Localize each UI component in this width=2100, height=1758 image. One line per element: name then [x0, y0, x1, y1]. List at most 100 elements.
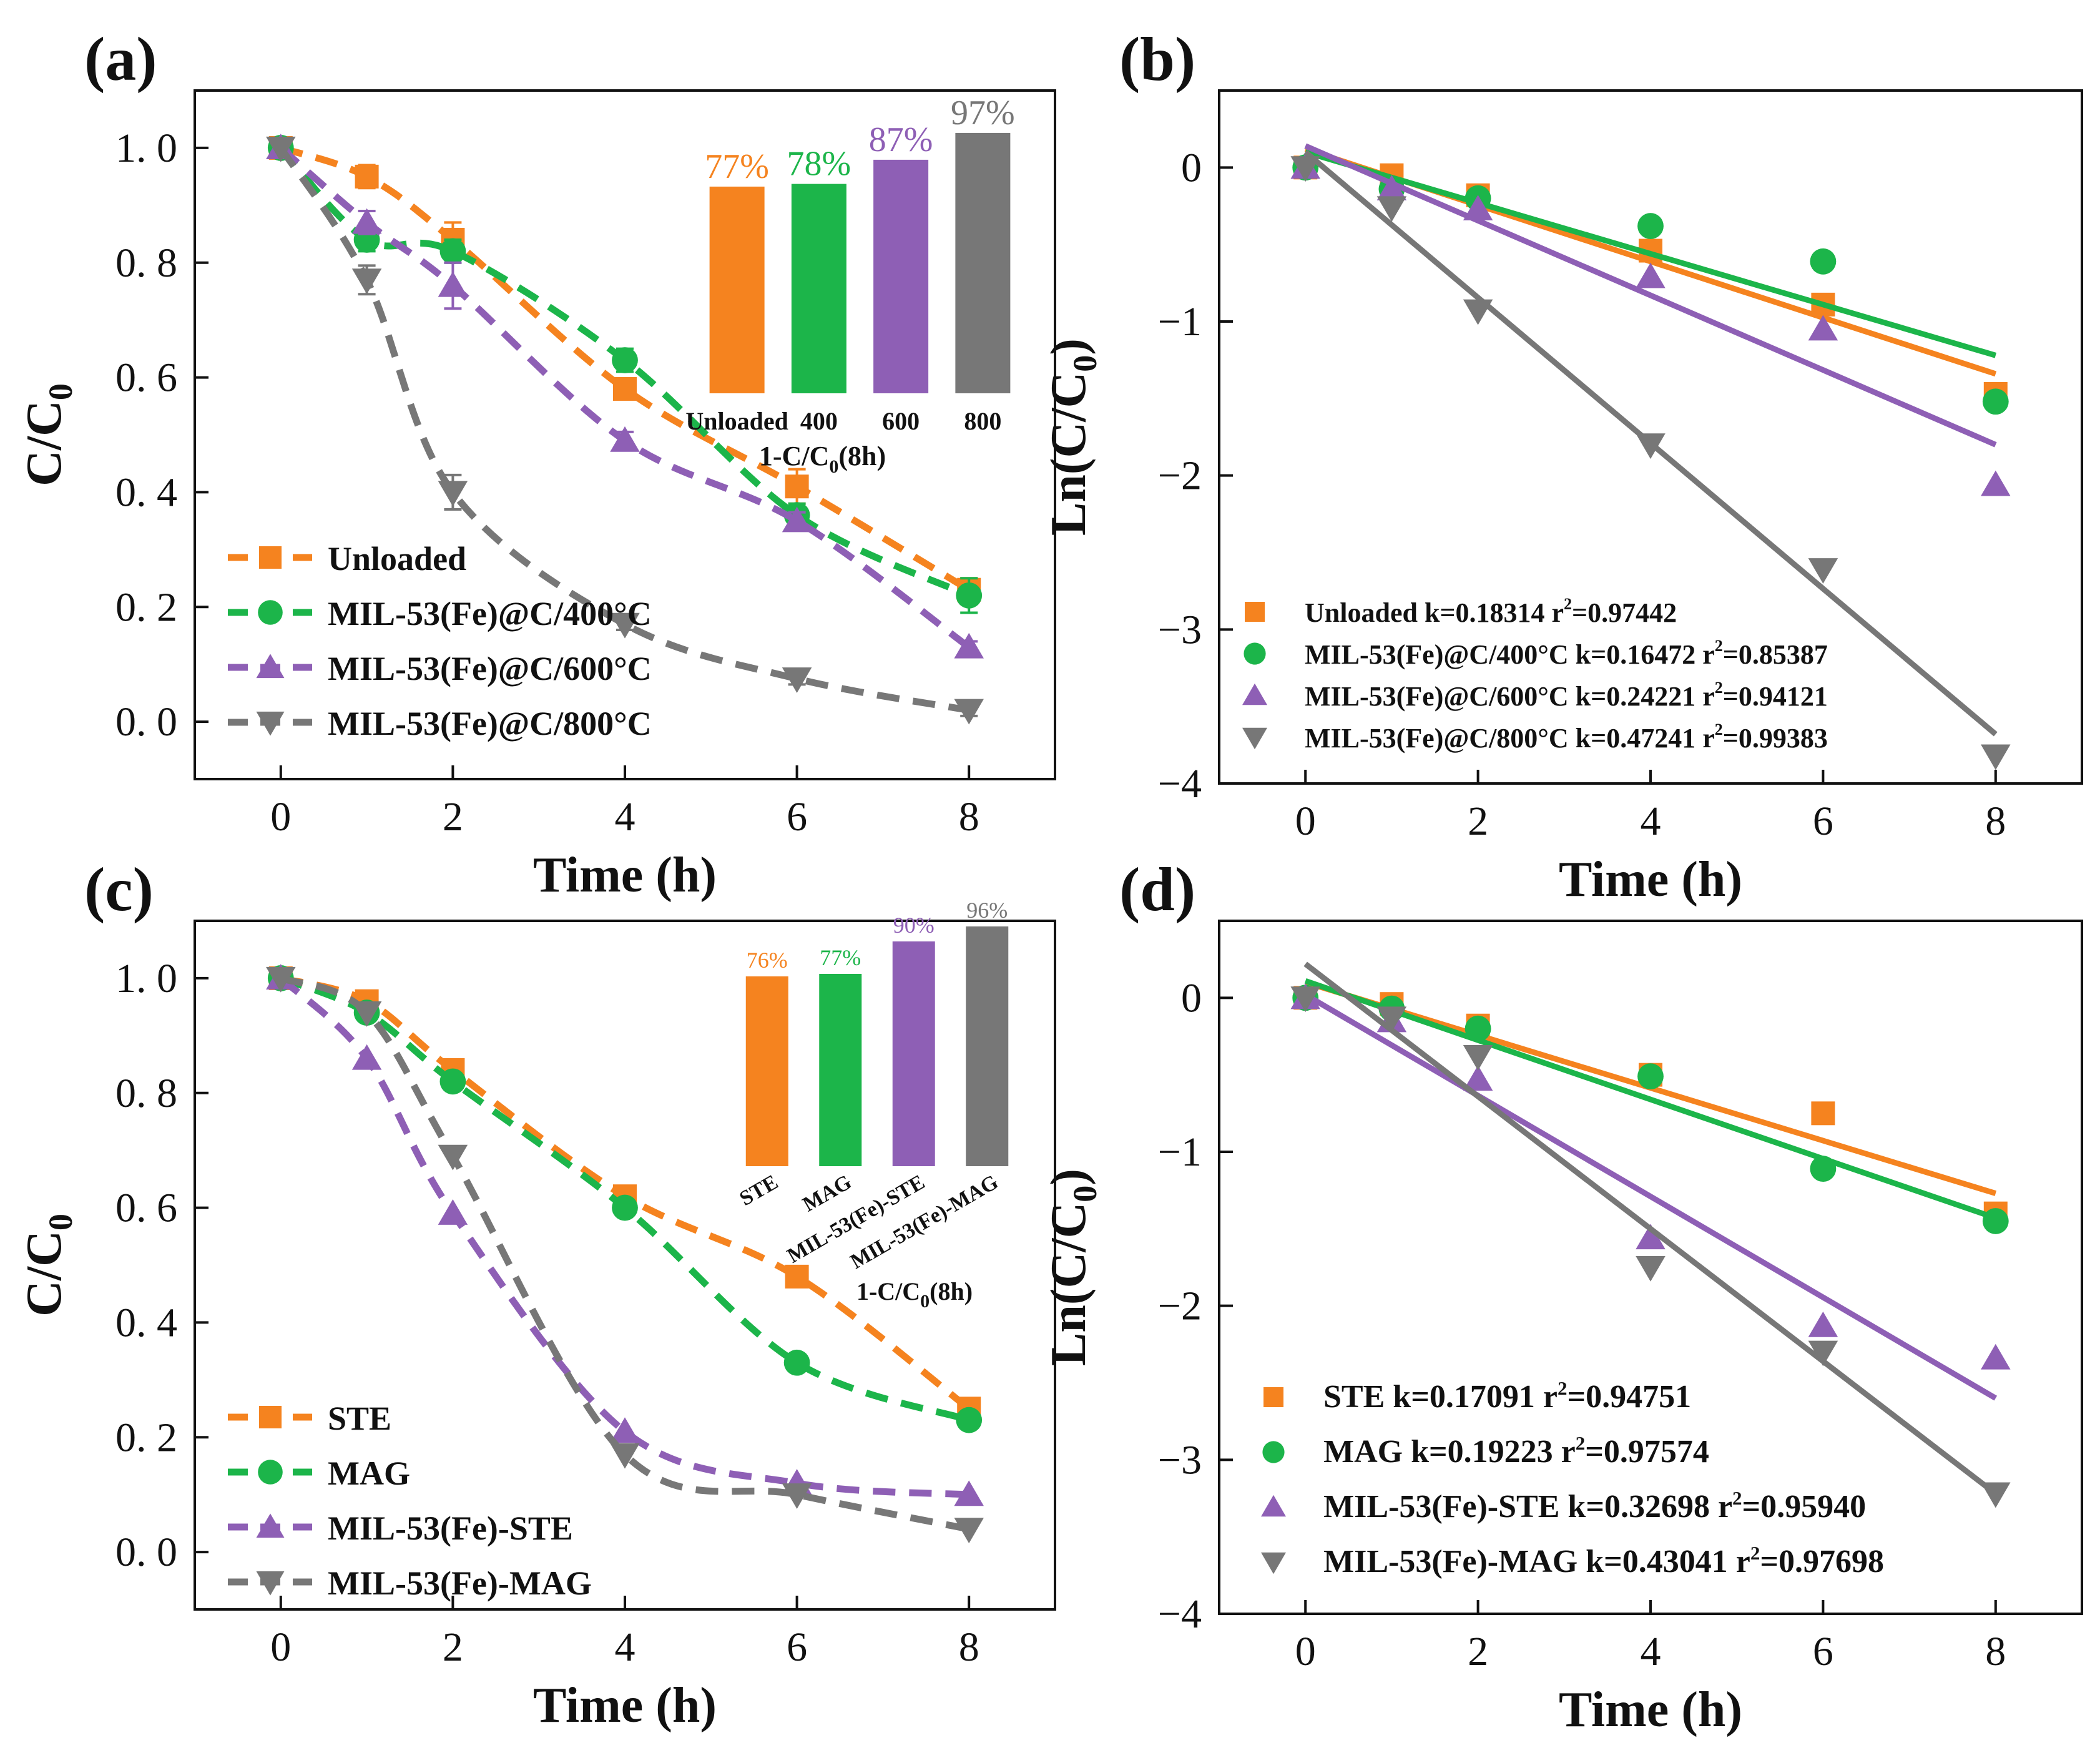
x-tick-label: 4 — [1641, 1629, 1661, 1674]
y-axis-title: C/C0 — [17, 383, 79, 486]
inset-category-label: MAG — [799, 1171, 855, 1217]
legend-entry: STE — [328, 1400, 391, 1437]
legend-superscript: 2 — [1558, 1377, 1568, 1399]
legend-fit: k=0.16472 r — [1576, 639, 1715, 670]
data-point — [1981, 744, 2011, 770]
data-point — [1810, 248, 1837, 275]
legend-entry: MIL-53(Fe)@C/400°C k=0.16472 r2=0.85387 — [1305, 637, 1828, 670]
legend-fit: k=0.17091 r — [1393, 1379, 1558, 1415]
data-point — [1463, 195, 1493, 220]
legend-entry: MIL-53(Fe)@C/800°C k=0.47241 r2=0.99383 — [1305, 720, 1828, 754]
inset-bar — [709, 186, 765, 393]
legend-entry: MIL-53(Fe)-MAG k=0.43041 r2=0.97698 — [1323, 1542, 1884, 1579]
legend-r2: =0.97574 — [1585, 1434, 1709, 1470]
data-point — [266, 136, 296, 162]
data-point — [438, 481, 468, 507]
legend-entry: MAG — [328, 1455, 410, 1492]
y-axis-title-main: C/C — [17, 400, 72, 486]
y-axis-title-subscript: 0 — [1066, 355, 1104, 372]
data-point — [954, 632, 984, 659]
legend-entry: Unloaded — [328, 540, 466, 577]
data-point — [610, 426, 640, 452]
inset-bar-label: 96% — [966, 898, 1008, 923]
data-point — [1376, 196, 1407, 222]
y-tick-label: 0. 6 — [115, 1186, 177, 1231]
y-axis-title-subscript: 0 — [42, 383, 79, 400]
data-point — [1376, 175, 1407, 200]
data-point — [351, 1001, 382, 1027]
x-tick-label: 4 — [615, 1624, 635, 1670]
inset-x-title: 1-C/C0(8h) — [856, 1277, 973, 1312]
fit-line — [1304, 149, 1997, 358]
y-tick-label: 0. 0 — [115, 699, 177, 745]
x-axis-title: Time (h) — [1559, 852, 1742, 907]
y-tick-label: 0. 4 — [115, 469, 177, 515]
x-tick-label: 6 — [787, 1624, 807, 1670]
y-tick-label: −1 — [1158, 299, 1202, 345]
x-tick-label: 4 — [615, 794, 635, 840]
data-point — [1376, 1006, 1407, 1033]
y-tick-label: 1. 0 — [115, 956, 177, 1001]
series-3 — [1290, 150, 2011, 770]
data-point — [1463, 1065, 1493, 1091]
legend-marker — [256, 654, 285, 679]
legend-marker — [256, 1571, 285, 1596]
inset-x-title-main: 1-C/C — [856, 1277, 920, 1305]
data-point — [438, 1144, 468, 1171]
data-point — [1637, 1063, 1664, 1090]
y-axis-title: Ln(C/C0) — [1041, 338, 1104, 536]
legend-name: MIL-53(Fe)-STE — [1323, 1489, 1559, 1525]
legend-marker — [1262, 1441, 1285, 1463]
legend-marker — [258, 600, 283, 625]
inset-bar — [966, 926, 1009, 1166]
legend-superscript: 2 — [1715, 637, 1723, 655]
data-point — [351, 1044, 382, 1070]
data-point — [782, 1483, 812, 1509]
y-tick-label: 0. 6 — [115, 355, 177, 401]
inset-x-title-main: 1-C/C — [759, 441, 829, 471]
x-tick-label: 2 — [443, 1624, 463, 1670]
data-point — [785, 1264, 809, 1289]
legend-entry: MIL-53(Fe)@C/600°C k=0.24221 r2=0.94121 — [1305, 679, 1828, 712]
data-point — [1636, 262, 1666, 288]
inset-category-label: Unloaded — [685, 407, 788, 435]
inset-bar — [791, 184, 846, 393]
x-axis-title: Time (h) — [533, 848, 717, 903]
y-axis-title-subscript: 0 — [42, 1214, 79, 1230]
y-tick-label: −4 — [1158, 1591, 1202, 1637]
inset-bar — [745, 976, 788, 1166]
legend-fit: k=0.43041 r — [1586, 1544, 1750, 1579]
fit-line — [1304, 978, 1997, 1221]
legend-r2: =0.95940 — [1742, 1489, 1867, 1525]
legend-marker — [1261, 1495, 1286, 1517]
x-axis-title: Time (h) — [533, 1678, 717, 1733]
legend-name: MAG — [1323, 1434, 1403, 1470]
data-point — [1290, 156, 1320, 182]
legend-superscript: 2 — [1564, 595, 1572, 613]
x-tick-label: 8 — [1985, 1629, 2006, 1674]
inset-bar-label: 78% — [787, 145, 851, 184]
data-point — [783, 1349, 810, 1376]
legend-marker — [259, 546, 282, 569]
legend-entry: STE k=0.17091 r2=0.94751 — [1323, 1377, 1691, 1415]
data-point — [1636, 433, 1666, 459]
legend-entry: MIL-53(Fe)@C/800°C — [328, 705, 652, 742]
y-axis-title: C/C0 — [17, 1214, 79, 1317]
x-tick-label: 0 — [270, 794, 291, 840]
inset-x-title: 1-C/C0(8h) — [759, 441, 886, 477]
panel-label-d: (d) — [1119, 855, 1195, 924]
x-tick-label: 2 — [443, 794, 463, 840]
data-point — [355, 164, 379, 189]
legend-marker — [259, 1406, 282, 1428]
legend-name: MIL-53(Fe)@C/800°C — [1305, 723, 1569, 754]
legend-name: MIL-53(Fe)@C/400°C — [1305, 639, 1569, 670]
panel-c: (c) 0 2 4 6 8 0. 0 0. 2 0. 4 0. 6 0. 8 1. 0 Time (h)… — [17, 855, 1056, 1733]
inset-category-label: STE — [736, 1171, 782, 1210]
data-point — [1808, 1340, 1838, 1367]
inset-bar-label: 77% — [705, 147, 769, 186]
data-point — [1465, 1015, 1491, 1042]
data-point — [439, 1068, 466, 1095]
y-tick-label: −2 — [1158, 453, 1202, 499]
